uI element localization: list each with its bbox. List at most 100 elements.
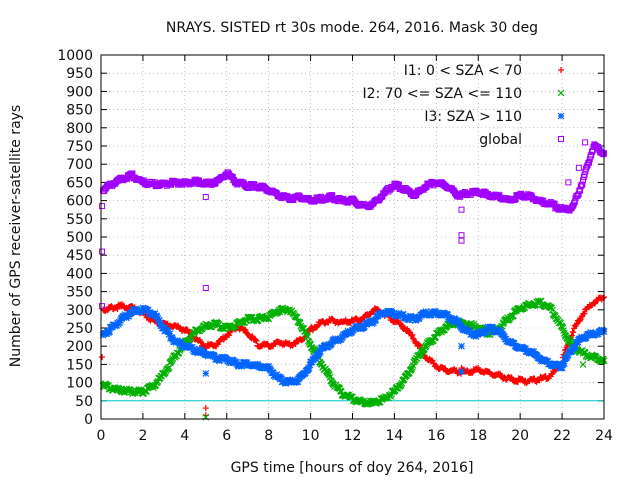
data-point bbox=[426, 336, 434, 344]
data-point bbox=[116, 318, 124, 326]
data-point bbox=[577, 183, 584, 190]
y-tick-label: 300 bbox=[66, 303, 93, 319]
legend-label: I2: 70 <= SZA <= 110 bbox=[362, 86, 522, 102]
x-tick-label: 18 bbox=[469, 428, 487, 444]
data-point bbox=[106, 328, 114, 336]
y-tick-label: 550 bbox=[66, 212, 93, 228]
data-point bbox=[120, 313, 128, 321]
plot-frame bbox=[100, 54, 605, 420]
y-tick-label: 100 bbox=[66, 376, 93, 392]
data-point bbox=[455, 319, 463, 326]
data-point bbox=[125, 312, 133, 320]
x-tick-label: 24 bbox=[595, 428, 613, 444]
data-point bbox=[399, 311, 407, 318]
y-tick-label: 200 bbox=[66, 339, 93, 355]
data-point bbox=[581, 171, 588, 178]
data-point bbox=[161, 324, 169, 332]
data-point bbox=[314, 323, 321, 330]
data-point bbox=[583, 165, 590, 172]
x-tick-label: 20 bbox=[511, 428, 529, 444]
data-point bbox=[312, 355, 320, 363]
data-point bbox=[197, 338, 204, 345]
y-tick-label: 900 bbox=[66, 84, 93, 100]
data-point bbox=[560, 360, 568, 367]
data-point bbox=[301, 327, 309, 335]
x-tick-label: 2 bbox=[138, 428, 147, 444]
outlier-point bbox=[99, 203, 106, 210]
data-point bbox=[242, 326, 249, 333]
data-point bbox=[415, 315, 423, 322]
data-point bbox=[253, 337, 260, 344]
legend-label: global bbox=[479, 132, 522, 148]
data-point bbox=[387, 392, 395, 400]
data-point bbox=[510, 339, 518, 347]
data-point bbox=[325, 371, 333, 379]
data-point bbox=[337, 335, 345, 343]
outlier-point bbox=[99, 303, 106, 310]
data-point bbox=[580, 177, 587, 184]
data-point bbox=[294, 378, 302, 386]
data-point bbox=[489, 323, 496, 331]
outlier-point bbox=[202, 405, 209, 412]
y-tick-label: 750 bbox=[66, 139, 93, 155]
outlier-point bbox=[458, 368, 465, 376]
y-tick-label: 850 bbox=[66, 103, 93, 119]
data-point bbox=[600, 151, 607, 158]
data-point bbox=[156, 320, 164, 327]
outlier-point bbox=[202, 284, 209, 291]
data-point bbox=[570, 329, 577, 336]
data-point bbox=[153, 313, 161, 321]
y-tick-label: 400 bbox=[66, 266, 93, 282]
legend-label: I1: 0 < SZA < 70 bbox=[404, 63, 522, 79]
x-tick-label: 22 bbox=[553, 428, 571, 444]
x-tick-label: 14 bbox=[386, 428, 404, 444]
y-tick-label: 650 bbox=[66, 175, 93, 191]
data-point bbox=[585, 160, 592, 167]
data-point bbox=[579, 181, 586, 188]
data-point bbox=[397, 320, 404, 327]
data-point bbox=[166, 330, 174, 338]
data-point bbox=[444, 311, 451, 319]
outlier-point bbox=[202, 370, 210, 377]
series-1 bbox=[99, 297, 608, 421]
data-point bbox=[599, 355, 607, 363]
data-point bbox=[372, 316, 380, 323]
y-tick-label: 950 bbox=[66, 66, 93, 82]
outlier-point bbox=[458, 206, 465, 213]
data-point bbox=[416, 341, 423, 348]
x-tick-label: 10 bbox=[302, 428, 320, 444]
outlier-point bbox=[565, 179, 572, 186]
data-point bbox=[582, 334, 590, 342]
y-tick-label: 600 bbox=[66, 194, 93, 210]
data-point bbox=[600, 294, 607, 301]
outlier-point bbox=[579, 360, 587, 368]
y-tick-label: 250 bbox=[66, 321, 93, 337]
data-point bbox=[564, 351, 572, 359]
data-point bbox=[558, 364, 566, 372]
data-point bbox=[577, 187, 584, 194]
data-point bbox=[397, 381, 405, 389]
data-point bbox=[578, 313, 585, 320]
data-point bbox=[548, 304, 556, 312]
series-2 bbox=[99, 304, 608, 387]
x-tick-label: 12 bbox=[344, 428, 362, 444]
x-tick-label: 8 bbox=[264, 428, 273, 444]
y-tick-label: 800 bbox=[66, 121, 93, 137]
data-point bbox=[568, 347, 576, 355]
series-3 bbox=[99, 139, 607, 310]
x-tick-label: 6 bbox=[222, 428, 231, 444]
data-point bbox=[305, 364, 313, 372]
data-point bbox=[581, 310, 588, 317]
data-point bbox=[144, 306, 152, 314]
data-point bbox=[216, 357, 224, 364]
y-tick-label: 500 bbox=[66, 230, 93, 246]
data-point bbox=[265, 362, 273, 370]
data-point bbox=[316, 348, 324, 355]
legend-marker bbox=[558, 136, 564, 142]
data-point bbox=[431, 360, 438, 367]
data-point bbox=[497, 328, 505, 336]
x-tick-label: 4 bbox=[180, 428, 189, 444]
legend-marker bbox=[558, 67, 564, 73]
legend-label: I3: SZA > 110 bbox=[424, 109, 522, 125]
